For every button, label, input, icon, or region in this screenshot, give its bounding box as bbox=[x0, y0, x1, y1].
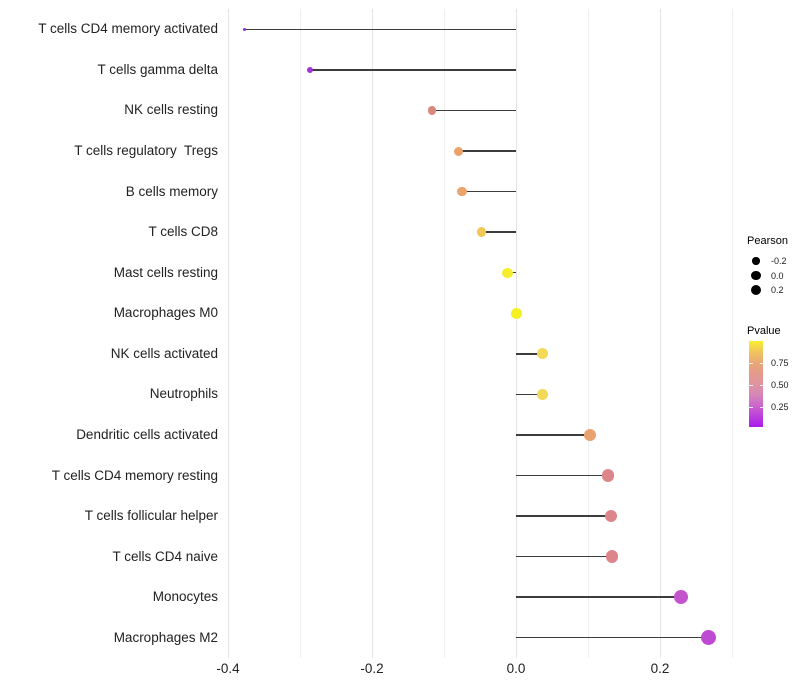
colorbar-label: 0.50 bbox=[771, 379, 789, 390]
colorbar-label: 0.75 bbox=[771, 357, 789, 368]
data-point bbox=[605, 550, 619, 563]
data-point bbox=[673, 590, 688, 605]
y-axis-label: T cells CD4 memory resting bbox=[51, 467, 218, 483]
data-point bbox=[242, 27, 247, 31]
y-axis-label: Dendritic cells activated bbox=[76, 426, 218, 442]
y-axis-label: T cells gamma delta bbox=[97, 61, 218, 77]
data-point bbox=[502, 267, 513, 278]
stem-segment bbox=[516, 555, 612, 558]
colorbar-tick bbox=[759, 384, 763, 386]
colorbar-tick bbox=[749, 384, 753, 386]
y-axis-label: Macrophages M0 bbox=[113, 305, 218, 321]
data-point bbox=[537, 388, 549, 400]
data-point bbox=[453, 146, 463, 156]
x-axis-tick-label: -0.4 bbox=[216, 661, 240, 676]
size-legend-label: 0.2 bbox=[771, 285, 784, 295]
size-legend-label: 0.0 bbox=[771, 270, 784, 281]
y-axis-label: Neutrophils bbox=[149, 386, 218, 402]
y-axis-label: B cells memory bbox=[125, 183, 218, 199]
stem-segment bbox=[516, 474, 609, 477]
y-axis-label: NK cells activated bbox=[110, 345, 218, 361]
major-gridline bbox=[371, 9, 373, 658]
data-point bbox=[511, 307, 523, 319]
data-point bbox=[457, 186, 467, 197]
y-axis-label: NK cells resting bbox=[124, 102, 218, 118]
colorbar-tick bbox=[759, 406, 763, 408]
major-gridline bbox=[515, 9, 517, 658]
data-point bbox=[700, 630, 716, 646]
data-point bbox=[476, 227, 487, 237]
stem-segment bbox=[458, 150, 516, 152]
y-axis-label: T cells CD4 memory activated bbox=[38, 21, 218, 37]
data-point bbox=[584, 428, 597, 441]
stem-segment bbox=[516, 434, 591, 436]
stem-segment bbox=[516, 515, 612, 517]
y-axis-label: T cells follicular helper bbox=[84, 508, 218, 523]
y-axis-label: Monocytes bbox=[152, 589, 218, 605]
major-gridline bbox=[659, 9, 661, 658]
size-legend-dot bbox=[752, 257, 760, 265]
pvalue-colorbar bbox=[749, 341, 763, 427]
size-legend-dot bbox=[750, 284, 762, 296]
stem-segment bbox=[516, 636, 709, 639]
stem-segment bbox=[431, 109, 516, 112]
colorbar-tick bbox=[749, 406, 753, 408]
size-legend-dot bbox=[751, 270, 761, 281]
minor-gridline bbox=[443, 9, 445, 658]
stem-segment bbox=[516, 393, 543, 396]
stem-segment bbox=[481, 231, 516, 233]
data-point bbox=[602, 469, 615, 482]
colorbar-tick bbox=[759, 362, 763, 364]
x-axis-tick-label: 0.0 bbox=[506, 661, 526, 676]
data-point bbox=[537, 348, 549, 360]
color-legend-title: Pvalue bbox=[747, 325, 781, 337]
data-point bbox=[427, 106, 437, 115]
y-axis-label: Macrophages M2 bbox=[113, 629, 218, 645]
minor-gridline bbox=[587, 9, 589, 658]
minor-gridline bbox=[731, 9, 733, 658]
data-point bbox=[306, 66, 314, 74]
y-axis-label: T cells CD4 naive bbox=[112, 548, 218, 564]
colorbar-tick bbox=[749, 362, 753, 364]
colorbar-label: 0.25 bbox=[771, 401, 789, 412]
stem-segment bbox=[462, 190, 516, 193]
data-point bbox=[604, 509, 618, 523]
x-axis-tick-label: -0.2 bbox=[360, 661, 384, 676]
major-gridline bbox=[227, 9, 229, 658]
minor-gridline bbox=[299, 9, 301, 658]
x-axis-tick-label: 0.2 bbox=[650, 661, 670, 676]
y-axis-label: T cells regulatory Tregs bbox=[74, 143, 218, 158]
stem-segment bbox=[244, 28, 516, 31]
size-legend-title: Pearson bbox=[747, 235, 788, 247]
y-axis-label: T cells CD8 bbox=[148, 224, 218, 240]
size-legend-label: -0.2 bbox=[771, 256, 787, 266]
y-axis-label: Mast cells resting bbox=[113, 264, 218, 280]
stem-segment bbox=[516, 596, 681, 598]
stem-segment bbox=[516, 353, 543, 355]
stem-segment bbox=[310, 69, 516, 71]
